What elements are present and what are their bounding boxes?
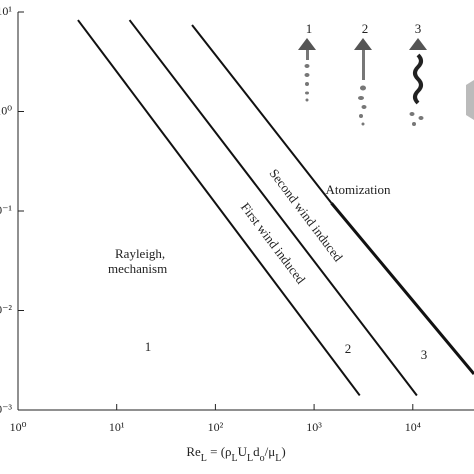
x-label-part: L bbox=[232, 453, 238, 464]
x-label-part: U bbox=[238, 444, 248, 459]
annotation: mechanism bbox=[108, 261, 167, 276]
regime-line bbox=[191, 24, 333, 204]
icon-label: 3 bbox=[415, 21, 422, 36]
annotation: 1 bbox=[145, 339, 152, 354]
x-label-part: = (ρ bbox=[207, 444, 232, 459]
icons bbox=[298, 38, 474, 126]
regime-line bbox=[77, 19, 361, 397]
icon-label: 1 bbox=[306, 21, 313, 36]
icon-label: 2 bbox=[362, 21, 369, 36]
y-tick-label: 10⁻³ bbox=[0, 402, 12, 416]
x-label-part: o bbox=[260, 453, 265, 464]
y-tick-label: 10⁻¹ bbox=[0, 203, 12, 217]
x-label-part: d bbox=[253, 444, 260, 459]
annotation: Rayleigh, bbox=[115, 246, 165, 261]
x-tick-label: 10¹ bbox=[109, 420, 125, 434]
annotation: Atomization bbox=[326, 182, 391, 197]
x-tick-label: 10² bbox=[208, 420, 224, 434]
x-axis-label: ReL = (ρLULdo/μL) bbox=[186, 444, 285, 464]
annotation: 3 bbox=[421, 347, 428, 362]
x-label-part: L bbox=[201, 453, 207, 464]
x-tick-label: 10⁰ bbox=[10, 420, 27, 434]
y-tick-label: 10⁻² bbox=[0, 302, 12, 316]
x-label-part: Re bbox=[186, 444, 201, 459]
annotation: 2 bbox=[345, 341, 352, 356]
regime-line bbox=[128, 19, 418, 397]
x-label-part: ) bbox=[281, 444, 285, 459]
x-label-part: L bbox=[247, 453, 253, 464]
y-tick-label: 10⁰ bbox=[0, 103, 12, 117]
regime-line bbox=[330, 202, 474, 375]
x-label-part: L bbox=[275, 453, 281, 464]
x-label-part: /μ bbox=[265, 444, 276, 459]
y-tick-label: 10¹ bbox=[0, 4, 12, 18]
x-tick-label: 10³ bbox=[306, 420, 322, 434]
x-tick-label: 10⁴ bbox=[405, 420, 421, 434]
